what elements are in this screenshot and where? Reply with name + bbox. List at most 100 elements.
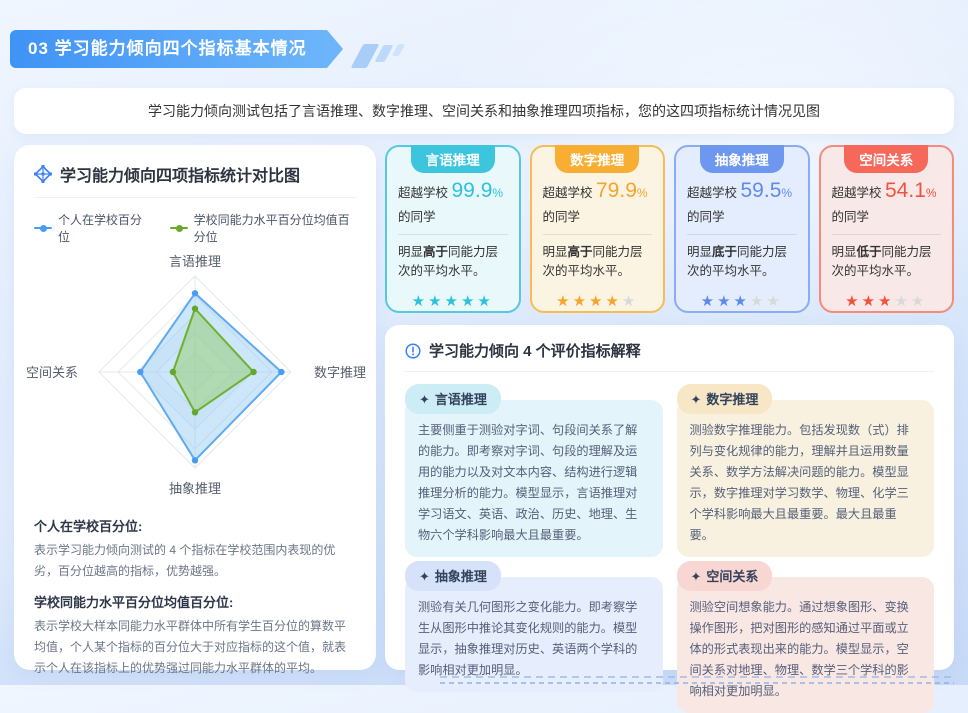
radar-chart: 言语推理 数字推理 抽象推理 空间关系 — [14, 249, 376, 497]
score-suffix: 的同学 — [831, 210, 870, 224]
star-rating: ★★★★★ — [687, 292, 797, 310]
explain-tab-label: 空间关系 — [706, 568, 759, 584]
score-card-pill: 言语推理 — [410, 145, 495, 173]
score-description-bold: 低于 — [856, 245, 882, 259]
section-banner: 03 学习能力倾向四个指标基本情况 — [10, 30, 405, 68]
explain-card-numeric: ✦ 数字推理 测验数字推理能力。包括发现数（式）排列与变化规律的能力，理解并且运用… — [676, 384, 934, 557]
explain-panel-header: 学习能力倾向 4 个评价指标解释 — [385, 325, 954, 371]
explain-panel-title: 学习能力倾向 4 个评价指标解释 — [429, 343, 641, 360]
banner-arrow-decoration — [326, 30, 343, 68]
stars-inactive: ★★ — [749, 292, 783, 310]
score-cards-row: 言语推理 超越学校 99.9% 的同学 明显高于同能力层次的平均水平。 ★★★★… — [385, 145, 954, 313]
score-percent: 99.9 — [451, 179, 493, 202]
score-percent: 59.5 — [740, 179, 782, 202]
score-card-numeric: 数字推理 超越学校 79.9% 的同学 明显高于同能力层次的平均水平。 ★★★★… — [529, 145, 665, 313]
score-prefix: 超越学校 — [542, 186, 593, 200]
score-card-pill: 抽象推理 — [699, 145, 784, 173]
radar-chart-svg — [98, 275, 292, 469]
percent-sign: % — [925, 186, 937, 200]
explain-card-spatial: ✦ 空间关系 测验空间想象能力。通过想象图形、变换操作图形，把对图形的感知通过平面… — [676, 560, 934, 713]
note-heading: 个人在学校百分位: — [34, 519, 143, 534]
radar-panel-title: 学习能力倾向四项指标统计对比图 — [60, 168, 301, 185]
radar-panel: 学习能力倾向四项指标统计对比图 个人在学校百分位 学校同能力水平百分位均值百分位… — [14, 145, 376, 675]
explain-text: 测验有关几何图形之变化能力。即考察学生从图形中推论其变化规则的能力。模型显示，抽… — [405, 576, 663, 692]
section-title: 03 学习能力倾向四个指标基本情况 — [10, 30, 327, 68]
score-prefix: 超越学校 — [831, 186, 882, 200]
diamond-icon: ✦ — [419, 568, 430, 584]
intro-bar: 学习能力倾向测试包括了言语推理、数字推理、空间关系和抽象推理四项指标，您的这四项… — [14, 88, 954, 134]
banner-slash-decoration — [391, 44, 405, 56]
footer-clipped-text — [440, 675, 954, 685]
stars-inactive: ★★ — [894, 292, 928, 310]
score-card-pill: 空间关系 — [844, 145, 929, 173]
explain-text: 主要侧重于测验对字词、句段间关系了解的能力。即考察对字词、句段的理解及运用的能力… — [405, 400, 663, 557]
legend-label: 学校同能力水平百分位均值百分位 — [193, 213, 350, 244]
explain-tab-label: 言语推理 — [434, 392, 487, 407]
score-card-abstract: 抽象推理 超越学校 59.5% 的同学 明显底于同能力层次的平均水平。 ★★★★… — [674, 145, 810, 313]
legend-item-school-average[interactable]: 学校同能力水平百分位均值百分位 — [169, 211, 356, 245]
note-heading: 学校同能力水平百分位均值百分位: — [34, 595, 234, 611]
radar-axis-label-spatial: 空间关系 — [26, 365, 79, 380]
percent-sign: % — [781, 186, 793, 200]
stars-active: ★★★★★ — [411, 292, 494, 310]
score-description-bold: 高于 — [423, 245, 449, 259]
stars-active: ★★★★ — [556, 292, 622, 310]
note-body: 表示学习能力倾向测试的 4 个指标在学校范围内表现的优劣，百分位越高的指标，优势… — [34, 543, 336, 578]
score-description-bold: 底于 — [712, 245, 738, 259]
diamond-icon: ✦ — [419, 392, 430, 407]
legend-marker-green-icon — [169, 224, 188, 232]
radar-chart-icon — [34, 165, 52, 183]
score-description: 明显高于同能力层次的平均水平。 — [542, 245, 643, 279]
score-suffix: 的同学 — [542, 210, 581, 224]
score-description: 明显高于同能力层次的平均水平。 — [398, 245, 499, 279]
divider — [405, 371, 934, 372]
radar-axis-label-numeric: 数字推理 — [313, 365, 366, 380]
explain-text: 测验空间想象能力。通过想象图形、变换操作图形，把对图形的感知通过平面或立体的形式… — [676, 576, 934, 713]
banner-slash-decoration — [350, 44, 380, 68]
note-body: 表示学校大样本同能力水平群体中所有学生百分位的算数平均值，个人某个指标的百分位大… — [34, 619, 347, 675]
explain-tab: ✦ 数字推理 — [676, 384, 773, 414]
legend-item-personal[interactable]: 个人在学校百分位 — [34, 211, 144, 245]
radar-notes: 个人在学校百分位: 表示学习能力倾向测试的 4 个指标在学校范围内表现的优劣，百… — [14, 497, 376, 678]
divider — [831, 234, 941, 235]
score-description: 明显低于同能力层次的平均水平。 — [831, 245, 932, 279]
explain-tab-label: 抽象推理 — [434, 568, 487, 584]
explain-tab-label: 数字推理 — [706, 392, 759, 407]
info-icon — [405, 342, 421, 359]
explain-tab: ✦ 抽象推理 — [405, 560, 501, 591]
explain-panel: 学习能力倾向 4 个评价指标解释 ✦ 言语推理 主要侧重于测验对字词、句段间关系了… — [385, 325, 954, 713]
star-rating: ★★★★★ — [543, 292, 653, 310]
divider — [398, 234, 508, 235]
score-card-spatial: 空间关系 超越学校 54.1% 的同学 明显低于同能力层次的平均水平。 ★★★★… — [818, 145, 954, 313]
diamond-icon: ✦ — [690, 392, 702, 407]
explain-card-abstract: ✦ 抽象推理 测验有关几何图形之变化能力。即考察学生从图形中推论其变化规则的能力。… — [405, 560, 663, 713]
diamond-icon: ✦ — [690, 568, 702, 584]
explain-tab: ✦ 言语推理 — [405, 384, 501, 414]
score-prefix: 超越学校 — [398, 186, 449, 200]
score-description-bold: 高于 — [567, 245, 593, 259]
explain-text: 测验数字推理能力。包括发现数（式）排列与变化规律的能力，理解并且运用数量关系、数… — [676, 400, 934, 557]
percent-sign: % — [492, 186, 504, 200]
score-card-pill: 数字推理 — [555, 145, 640, 173]
radar-axis-label-verbal: 言语推理 — [168, 254, 221, 269]
legend-label: 个人在学校百分位 — [58, 213, 143, 244]
radar-panel-header: 学习能力倾向四项指标统计对比图 — [14, 145, 376, 197]
legend-marker-blue-icon — [34, 224, 52, 232]
stars-active: ★★★ — [700, 292, 750, 310]
divider — [687, 234, 797, 235]
score-suffix: 的同学 — [687, 210, 725, 224]
stars-active: ★★★ — [845, 292, 895, 310]
explain-tab: ✦ 空间关系 — [676, 560, 773, 591]
score-percent: 54.1 — [885, 179, 926, 202]
score-suffix: 的同学 — [398, 210, 436, 224]
score-prefix: 超越学校 — [687, 186, 738, 200]
score-card-verbal: 言语推理 超越学校 99.9% 的同学 明显高于同能力层次的平均水平。 ★★★★… — [385, 145, 521, 313]
star-rating: ★★★★★ — [832, 292, 942, 310]
radar-axis-label-abstract: 抽象推理 — [168, 481, 221, 496]
star-rating: ★★★★★ — [398, 292, 508, 310]
divider — [542, 234, 652, 235]
percent-sign: % — [636, 186, 648, 200]
chart-legend: 个人在学校百分位 学校同能力水平百分位均值百分位 — [14, 198, 376, 247]
score-percent: 79.9 — [596, 179, 637, 202]
divider — [34, 197, 356, 198]
